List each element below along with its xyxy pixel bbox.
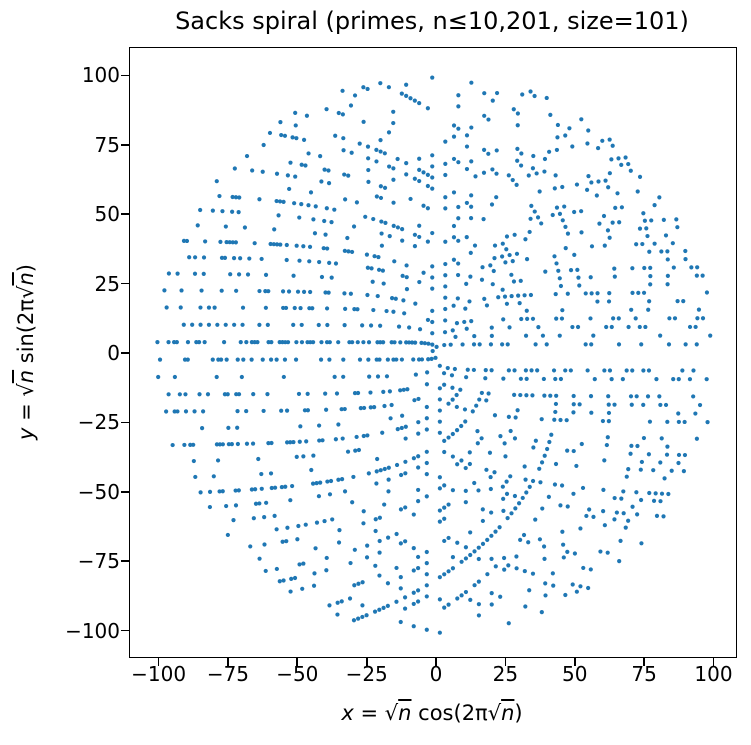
- x-tick-mark: [227, 657, 229, 666]
- y-tick-mark: [121, 560, 130, 563]
- y-tick-mark: [121, 144, 130, 146]
- chart-title: Sacks spiral (primes, n≤10,201, size=101…: [175, 7, 689, 35]
- x-tick-mark: [296, 657, 299, 666]
- x-tick-mark: [157, 657, 160, 666]
- x-axis-label-text: x = √n cos(2π√n): [341, 701, 523, 725]
- x-tick-label: 50: [562, 662, 588, 686]
- x-tick-label: −50: [276, 662, 319, 686]
- y-tick-mark: [121, 421, 130, 424]
- x-tick-label: −25: [345, 662, 388, 686]
- y-tick-label: 25: [94, 271, 120, 296]
- x-tick-label: 25: [492, 662, 519, 686]
- y-tick-mark: [121, 74, 130, 77]
- x-tick-label: 75: [631, 662, 657, 686]
- x-tick-label: 0: [429, 662, 443, 686]
- y-tick-mark: [121, 213, 130, 216]
- x-tick-mark: [435, 657, 437, 666]
- x-tick-label: −75: [206, 662, 250, 686]
- x-tick-mark: [643, 657, 645, 666]
- y-tick-label: 0: [107, 341, 120, 366]
- y-tick-mark: [121, 490, 130, 493]
- y-tick-mark: [121, 352, 130, 354]
- y-tick-label: 50: [94, 202, 120, 227]
- y-tick-label: −100: [65, 618, 120, 643]
- plot-area: −100 −75 −50 −25 0 25 50 75 100 −100 −75 −50 −25 0 25…: [65, 47, 737, 685]
- x-tick-label: 100: [694, 662, 733, 686]
- x-tick-mark: [504, 657, 507, 666]
- x-tick-label: −100: [131, 662, 187, 686]
- y-tick-label: 75: [94, 132, 120, 157]
- x-tick-mark: [365, 657, 368, 666]
- y-tick-mark: [121, 282, 130, 285]
- y-tick-label: 100: [81, 63, 120, 88]
- y-tick-mark: [121, 629, 130, 632]
- x-tick-mark: [712, 657, 715, 666]
- y-tick-label: −25: [77, 410, 120, 435]
- x-axis-label: x = √n cos(2π√n): [129, 701, 735, 725]
- scatter-points: [155, 75, 713, 635]
- y-tick-label: −50: [77, 479, 120, 504]
- y-tick-label: −75: [77, 549, 120, 574]
- x-tick-mark: [573, 657, 576, 666]
